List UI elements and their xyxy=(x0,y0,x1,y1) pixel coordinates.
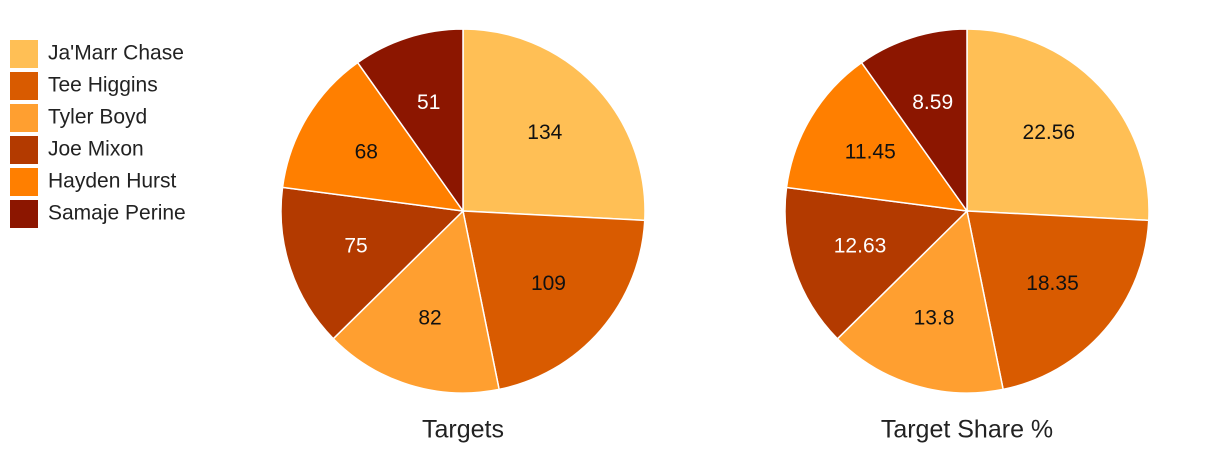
slice-label: 109 xyxy=(531,272,566,295)
slice-label: 12.63 xyxy=(834,235,887,258)
slice-label: 68 xyxy=(355,140,378,163)
legend-swatch xyxy=(10,168,38,196)
pie-slice xyxy=(280,186,465,340)
pie-slice xyxy=(462,210,646,391)
slice-label: 18.35 xyxy=(1026,272,1079,295)
legend-swatch xyxy=(10,200,38,228)
legend-swatch xyxy=(10,104,38,132)
legend-label: Joe Mixon xyxy=(48,138,144,161)
pie-slice xyxy=(462,28,646,222)
pie-slice xyxy=(860,28,968,214)
legend-swatch xyxy=(10,136,38,164)
pie-slice xyxy=(281,61,465,212)
legend-swatch xyxy=(10,40,38,68)
pie-slice xyxy=(356,28,464,214)
legend-label: Tyler Boyd xyxy=(48,106,147,129)
legend-label: Ja'Marr Chase xyxy=(48,42,184,65)
pie-slice xyxy=(332,209,500,394)
slice-label: 75 xyxy=(344,234,367,257)
slice-label: 11.45 xyxy=(845,140,896,163)
slice-label: 134 xyxy=(527,121,562,144)
pie-title: Target Share % xyxy=(881,416,1053,444)
pie-slice xyxy=(784,186,969,340)
legend-label: Hayden Hurst xyxy=(48,170,177,193)
pie-slice xyxy=(785,61,969,212)
slice-label: 8.59 xyxy=(912,91,953,114)
legend-label: Tee Higgins xyxy=(48,74,158,97)
slice-label: 13.8 xyxy=(914,306,955,329)
pie-title: Targets xyxy=(422,416,504,444)
slice-label: 51 xyxy=(417,91,440,114)
pie-slice xyxy=(966,210,1150,391)
legend-swatch xyxy=(10,72,38,100)
pie-slice xyxy=(836,209,1005,394)
pie-slice xyxy=(966,28,1150,222)
slice-label: 82 xyxy=(418,306,441,329)
legend-label: Samaje Perine xyxy=(48,202,186,225)
slice-label: 22.56 xyxy=(1023,121,1076,144)
